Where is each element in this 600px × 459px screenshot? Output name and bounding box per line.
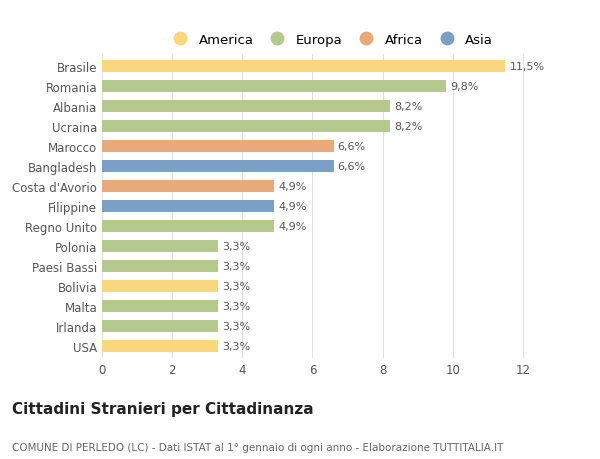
Text: 6,6%: 6,6%	[338, 142, 366, 152]
Bar	[102, 241, 218, 252]
Bar	[102, 220, 274, 232]
Bar	[102, 340, 218, 352]
Text: 4,9%: 4,9%	[278, 182, 307, 191]
Bar	[102, 181, 274, 193]
Text: 8,2%: 8,2%	[394, 122, 422, 132]
Bar	[102, 141, 334, 153]
Text: 4,9%: 4,9%	[278, 222, 307, 231]
Text: 9,8%: 9,8%	[450, 82, 478, 92]
Text: 8,2%: 8,2%	[394, 102, 422, 112]
Legend: America, Europa, Africa, Asia: America, Europa, Africa, Asia	[164, 31, 496, 50]
Bar	[102, 260, 218, 272]
Bar	[102, 300, 218, 312]
Text: 4,9%: 4,9%	[278, 202, 307, 212]
Bar	[102, 161, 334, 173]
Text: 6,6%: 6,6%	[338, 162, 366, 172]
Bar	[102, 121, 389, 133]
Text: 3,3%: 3,3%	[222, 261, 250, 271]
Text: 3,3%: 3,3%	[222, 341, 250, 351]
Text: 3,3%: 3,3%	[222, 321, 250, 331]
Bar	[102, 280, 218, 292]
Bar	[102, 101, 389, 113]
Text: 3,3%: 3,3%	[222, 241, 250, 252]
Bar	[102, 201, 274, 213]
Bar	[102, 81, 446, 93]
Bar	[102, 320, 218, 332]
Text: 3,3%: 3,3%	[222, 301, 250, 311]
Text: 3,3%: 3,3%	[222, 281, 250, 291]
Text: 11,5%: 11,5%	[509, 62, 545, 72]
Bar	[102, 61, 505, 73]
Text: COMUNE DI PERLEDO (LC) - Dati ISTAT al 1° gennaio di ogni anno - Elaborazione TU: COMUNE DI PERLEDO (LC) - Dati ISTAT al 1…	[12, 442, 503, 452]
Text: Cittadini Stranieri per Cittadinanza: Cittadini Stranieri per Cittadinanza	[12, 401, 314, 416]
